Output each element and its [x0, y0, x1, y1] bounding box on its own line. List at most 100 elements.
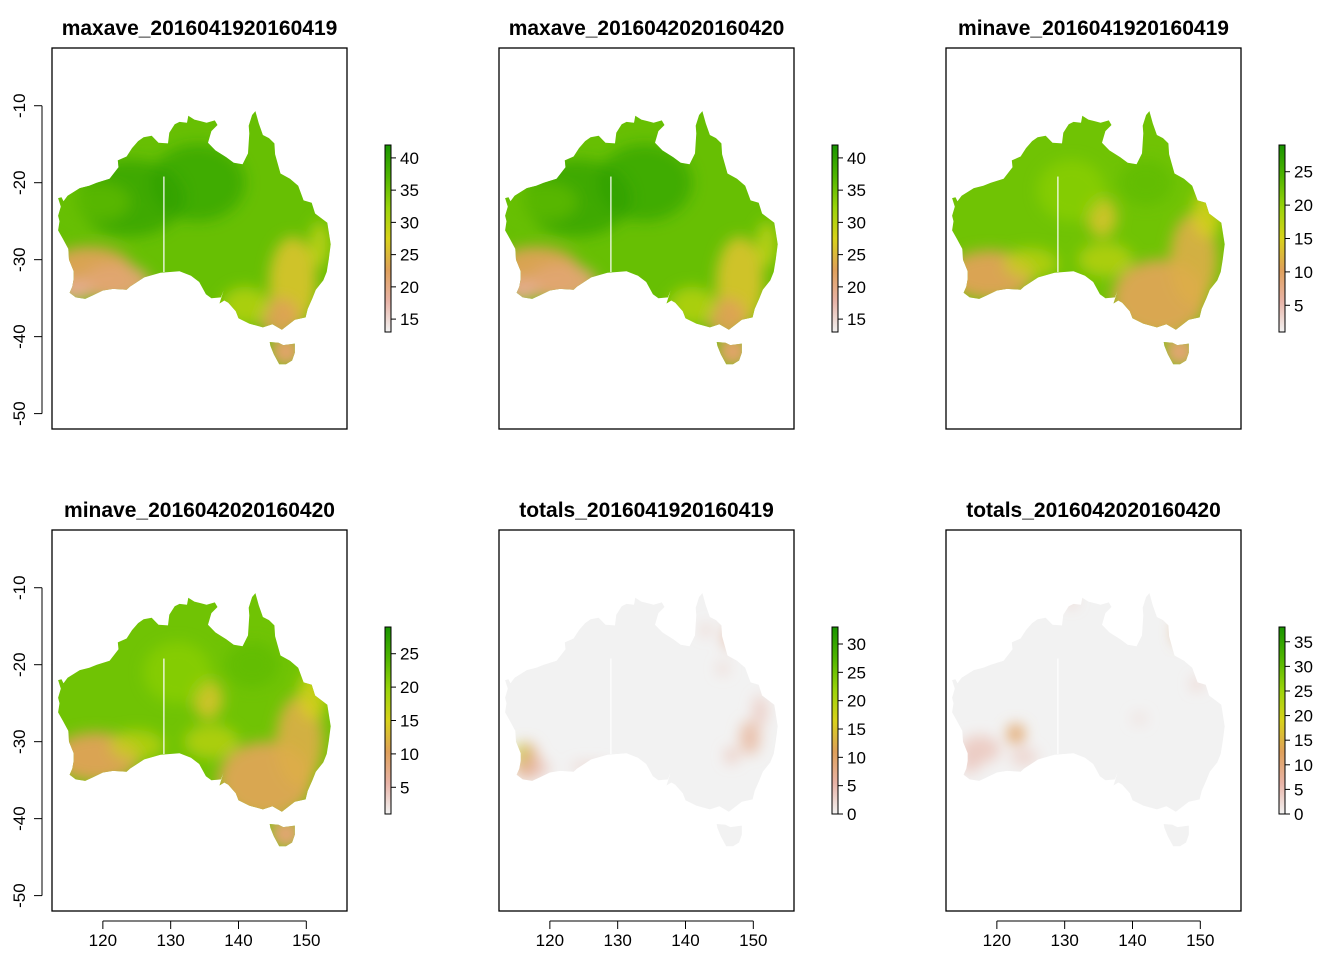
raster-cell-group [529, 263, 598, 302]
raster-cell-group [509, 182, 577, 222]
colorbar-tick-label: 25 [400, 645, 419, 664]
raster-cell-group [1173, 620, 1184, 645]
colorbar-tick-label: 15 [400, 712, 419, 731]
colorbar-ramp [384, 626, 392, 815]
raster-land [952, 593, 1225, 847]
x-tick-label: 140 [224, 931, 252, 950]
plot-frame [498, 529, 795, 912]
panel-title: minave_2016041920160419 [958, 17, 1229, 40]
colorbar-tick-label: 35 [847, 181, 866, 200]
y-axis: -10 -20 -30 -40 -50 [10, 575, 43, 908]
raster-land [505, 111, 778, 365]
colorbar: 5 10 15 20 25 [1278, 144, 1313, 333]
colorbar-ramp [831, 144, 839, 333]
colorbar-tick-label: 0 [847, 805, 856, 824]
colorbar-tick-label: 30 [1294, 657, 1313, 676]
x-tick-label: 120 [536, 931, 564, 950]
raster-cell-group [269, 818, 303, 847]
y-tick-label: -50 [10, 401, 29, 426]
raster-cell-group [1191, 677, 1203, 691]
raster-cell-group [1066, 596, 1077, 607]
x-tick-label: 130 [156, 931, 184, 950]
raster-cell-group [570, 762, 611, 772]
y-tick-label: -20 [10, 652, 29, 677]
colorbar: 0 5 10 15 20 25 30 [831, 626, 866, 824]
plot-frame [51, 47, 348, 430]
x-tick-label: 150 [1186, 931, 1214, 950]
plot-frame [498, 47, 795, 430]
raster-land [505, 593, 778, 847]
raster-cell-group [597, 144, 693, 222]
raster-cell-group [309, 221, 331, 268]
x-tick-label: 120 [89, 931, 117, 950]
x-axis: 120 130 140 150 [983, 920, 1214, 950]
y-tick-label: -40 [10, 324, 29, 349]
raster-cell-group [1163, 336, 1197, 365]
raster-cell-group [701, 623, 710, 637]
colorbar-tick-label: 25 [400, 246, 419, 265]
map-panel-2: maxave_2016042020160420 15 20 25 30 35 40 [498, 17, 866, 430]
panel-title: maxave_2016041920160419 [62, 17, 338, 40]
plot-frame [945, 47, 1242, 430]
colorbar-ramp [1278, 626, 1286, 815]
x-tick-label: 150 [739, 931, 767, 950]
raster-cell-group [1003, 248, 1058, 279]
raster-cell-group [1132, 713, 1147, 724]
map-panel-5: totals_2016041920160419 120 130 140 150 0 5 10 1… [498, 499, 866, 950]
raster-cell-group [184, 724, 239, 759]
colorbar-ramp [384, 144, 392, 333]
raster-cell-group [668, 286, 717, 326]
panel-title: totals_2016042020160420 [966, 499, 1221, 522]
raster-cell-group [724, 747, 739, 764]
colorbar-tick-label: 25 [1294, 163, 1313, 182]
panel-title: totals_2016041920160419 [519, 499, 774, 522]
y-tick-label: -10 [10, 93, 29, 118]
raster-cell-group [722, 626, 737, 650]
raster-cell-group [269, 336, 303, 365]
colorbar-tick-label: 25 [847, 663, 866, 682]
colorbar-ramp [1278, 144, 1286, 333]
plot-frame [51, 529, 348, 912]
colorbar-tick-label: 10 [847, 748, 866, 767]
raster-cell-group [221, 286, 270, 326]
x-tick-label: 120 [983, 931, 1011, 950]
raster-land [952, 111, 1225, 365]
raster-cell-group [1192, 188, 1223, 239]
colorbar-tick-label: 5 [1294, 780, 1303, 799]
y-tick-label: -10 [10, 575, 29, 600]
colorbar-tick-label: 10 [1294, 756, 1313, 775]
y-tick-label: -30 [10, 729, 29, 754]
raster-cell-group [717, 662, 729, 675]
colorbar-tick-label: 15 [847, 310, 866, 329]
raster-cell-group [143, 641, 212, 704]
map-panel-1: maxave_2016041920160419 -10 -20 -30 -40 -50 15… [10, 17, 419, 430]
raster-cell-group [756, 221, 778, 268]
map-panel-3: minave_2016041920160419 5 10 15 20 25 [945, 17, 1313, 430]
raster-cell-group [739, 720, 761, 755]
raster-cell-group [505, 278, 540, 303]
colorbar-tick-label: 40 [847, 149, 866, 168]
raster-cell-group [959, 735, 1001, 764]
colorbar-tick-label: 15 [400, 310, 419, 329]
raster-cell-group [224, 641, 280, 688]
colorbar-tick-label: 5 [1294, 296, 1303, 315]
y-axis: -10 -20 -30 -40 -50 [10, 93, 43, 426]
colorbar-tick-label: 5 [847, 777, 856, 796]
colorbar-tick-label: 25 [847, 246, 866, 265]
colorbar-tick-label: 15 [1294, 731, 1313, 750]
plot-frame [945, 529, 1242, 912]
colorbar-tick-label: 0 [1294, 805, 1303, 824]
colorbar-tick-label: 5 [400, 778, 409, 797]
colorbar-tick-label: 15 [1294, 230, 1313, 249]
colorbar: 15 20 25 30 35 40 [384, 144, 419, 333]
x-axis: 120 130 140 150 [536, 920, 767, 950]
colorbar: 15 20 25 30 35 40 [831, 144, 866, 333]
raster-cell-group [82, 263, 151, 302]
x-tick-label: 150 [292, 931, 320, 950]
colorbar-tick-label: 40 [400, 149, 419, 168]
colorbar-tick-label: 20 [400, 278, 419, 297]
colorbar-ramp [831, 626, 839, 815]
colorbar-tick-label: 20 [1294, 196, 1313, 215]
x-tick-label: 140 [1118, 931, 1146, 950]
raster-cell-group [109, 730, 164, 761]
